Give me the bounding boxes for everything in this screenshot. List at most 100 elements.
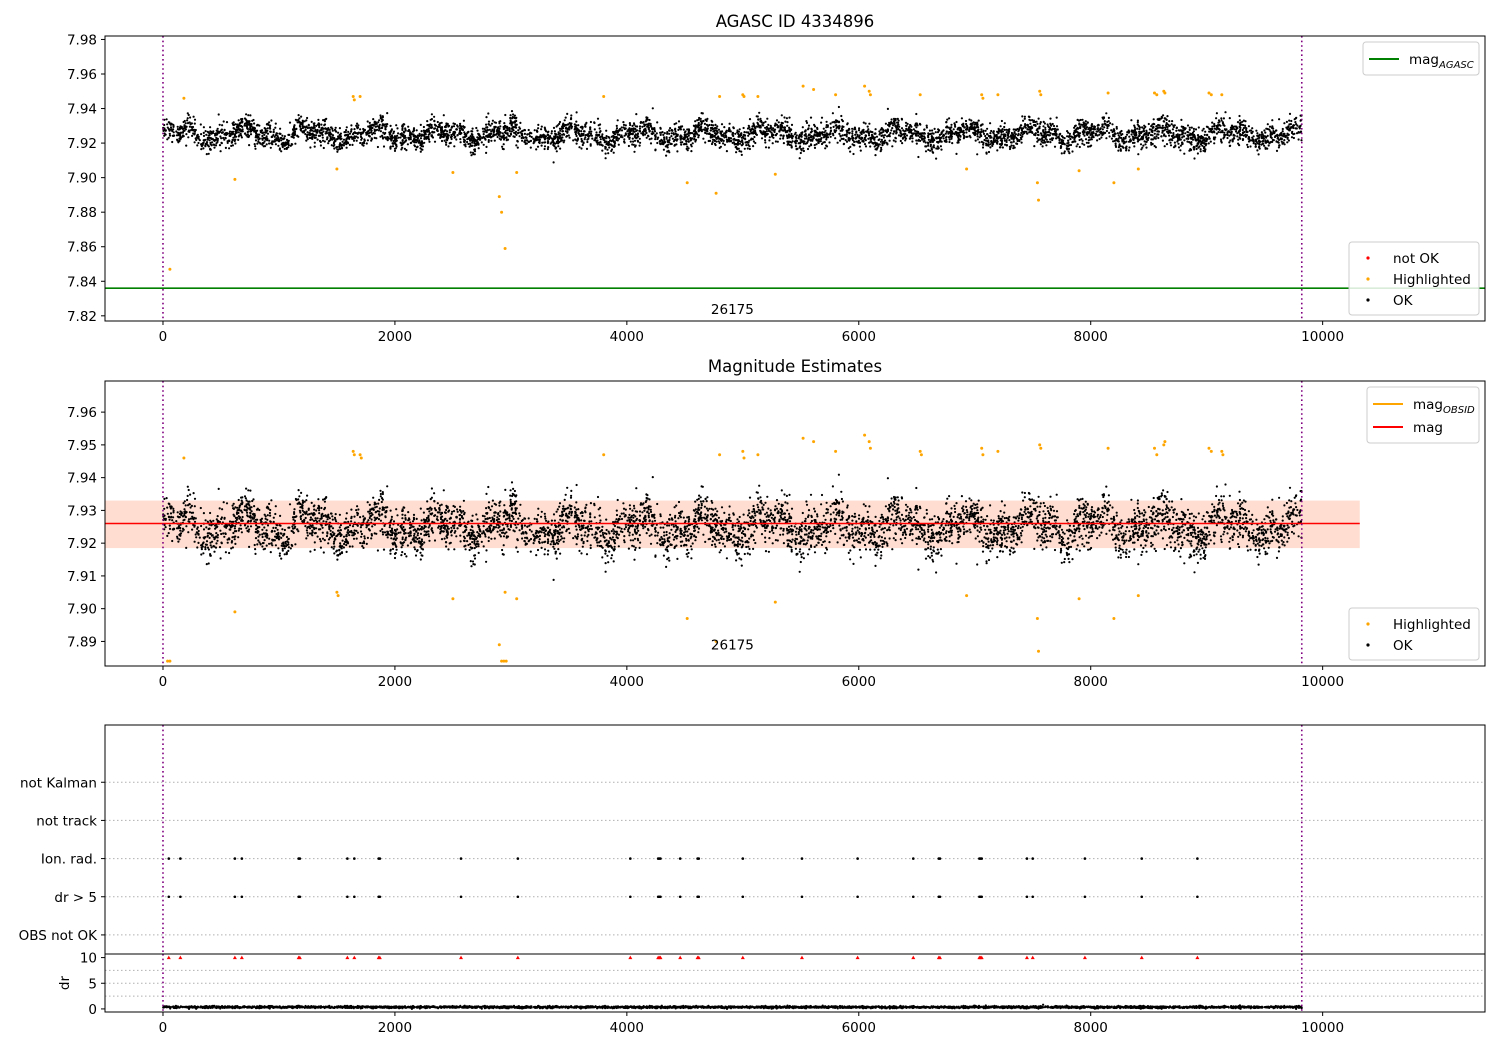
top-point [931, 150, 934, 153]
top-point [301, 126, 304, 130]
top-point [381, 137, 385, 140]
top-point [1276, 135, 1279, 138]
top-point [533, 140, 536, 143]
top-point [1052, 124, 1056, 128]
top-point [1016, 139, 1019, 143]
top-point [682, 128, 685, 131]
top-point [747, 141, 750, 144]
top-point [541, 141, 544, 144]
top-point [955, 120, 958, 124]
top-point [450, 137, 453, 141]
top-point [477, 147, 480, 150]
top-point [490, 130, 493, 133]
top-point [1261, 140, 1264, 143]
top-point [502, 134, 505, 137]
top-point [544, 129, 547, 132]
top-point [802, 147, 805, 150]
top-point [257, 140, 260, 143]
top-point [1300, 139, 1303, 142]
top-point [1217, 119, 1221, 122]
top-point [510, 124, 513, 127]
top-point [888, 123, 891, 126]
top-point [818, 140, 821, 143]
top-point [839, 134, 842, 137]
top-point [1074, 140, 1077, 143]
top-point [1277, 146, 1280, 149]
top-point [320, 123, 323, 126]
top-point [727, 129, 730, 132]
top-point [867, 132, 871, 135]
top-point [245, 124, 248, 127]
top-point [1059, 141, 1062, 144]
top-point [232, 132, 235, 135]
top-point [554, 137, 557, 140]
top-point [1145, 146, 1148, 149]
top-point [915, 139, 918, 142]
top-point [884, 129, 888, 132]
top-point [726, 139, 729, 142]
top-point [590, 134, 594, 137]
top-point [784, 120, 787, 123]
top-point [738, 142, 742, 145]
top-point [311, 129, 314, 132]
top-point [1289, 123, 1292, 126]
top-point [478, 133, 481, 136]
top-point [854, 133, 857, 136]
top-point [445, 123, 449, 126]
top-point [1104, 123, 1107, 126]
top-point [841, 134, 844, 137]
top-point [880, 131, 884, 134]
top-point [418, 132, 421, 135]
top-point [215, 129, 218, 132]
top-point [1237, 142, 1240, 145]
top-point [196, 144, 199, 147]
top-point [914, 122, 917, 126]
top-point [426, 120, 429, 123]
top-point [946, 118, 949, 121]
top-point [903, 130, 906, 133]
top-point [594, 138, 597, 142]
top-point [575, 111, 578, 114]
top-point [970, 122, 973, 125]
top-point [794, 145, 798, 148]
top-point [838, 125, 841, 128]
top-point [1258, 134, 1261, 137]
top-point [247, 130, 250, 133]
top-point [1074, 124, 1077, 127]
top-point [742, 126, 745, 130]
top-point [562, 141, 565, 144]
top-point [1157, 126, 1160, 129]
top-point [982, 141, 985, 144]
top-point [1125, 149, 1128, 152]
top-point [285, 147, 288, 150]
top-point [741, 139, 744, 142]
top-point [464, 145, 467, 148]
top-point [635, 113, 638, 116]
top-point [556, 124, 559, 127]
top-point [366, 139, 369, 142]
top-point [399, 136, 402, 139]
top-point [184, 128, 187, 131]
top-point [561, 125, 564, 128]
top-point [853, 126, 857, 129]
top-point [183, 124, 186, 127]
top-point [685, 143, 688, 146]
top-point [864, 134, 868, 137]
top-point [927, 144, 930, 147]
top-point [331, 134, 335, 137]
top-point [329, 126, 333, 129]
top-point [747, 134, 750, 137]
top-point [631, 137, 634, 140]
top-point [799, 145, 802, 148]
top-point [1147, 132, 1151, 135]
top-point [603, 139, 606, 142]
top-point [206, 144, 209, 147]
top-point [894, 140, 897, 143]
top-point [1140, 148, 1143, 151]
top-point [649, 142, 653, 145]
top-point [787, 143, 790, 146]
top-point [467, 137, 470, 140]
top-point [1127, 129, 1130, 132]
top-point [559, 132, 562, 135]
top-point [227, 139, 231, 142]
